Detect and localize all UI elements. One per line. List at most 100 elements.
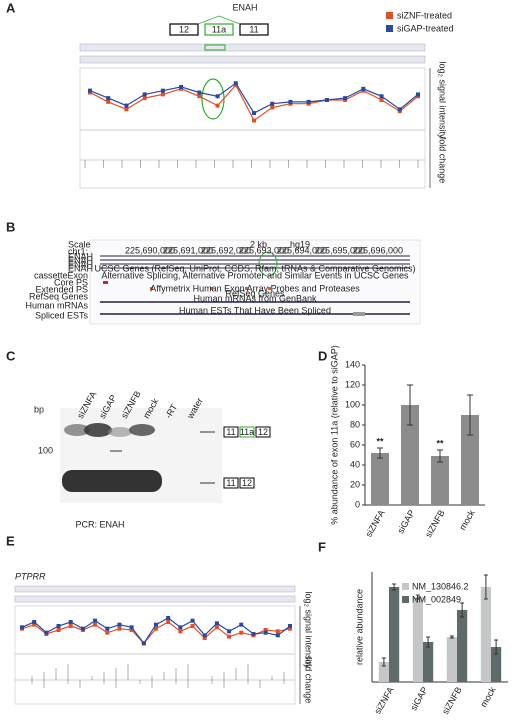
error-bar: [467, 394, 473, 436]
bar: [431, 456, 449, 505]
probe: [268, 287, 271, 290]
point: [80, 626, 85, 631]
genome-browser: [89, 239, 421, 325]
exon-label: 11a: [240, 427, 254, 437]
point: [416, 92, 420, 97]
band: [84, 423, 112, 437]
y-tick-label: 60: [350, 439, 360, 449]
point: [288, 99, 293, 104]
point: [202, 636, 207, 640]
point: [275, 629, 280, 634]
point: [32, 620, 37, 624]
error-bar: [494, 639, 499, 655]
exon-highlight: [204, 44, 226, 51]
band: [64, 424, 90, 436]
legend-swatch: [386, 25, 393, 32]
point: [270, 105, 275, 110]
point: [263, 628, 268, 632]
error-bar: [392, 583, 397, 591]
bar: [480, 587, 491, 682]
point: [361, 86, 366, 91]
assembly: hg19: [290, 239, 310, 249]
point: [166, 620, 171, 624]
point: [141, 641, 146, 646]
exon-label: 11: [249, 24, 258, 34]
track-name: ENAH: [68, 263, 93, 273]
error-bar: [437, 449, 443, 463]
plot-frame: [79, 129, 426, 189]
track-label: Spliced ESTs: [35, 310, 89, 320]
error-bar: [449, 635, 454, 639]
probe: [103, 281, 108, 284]
point: [154, 626, 158, 631]
probe: [245, 287, 248, 290]
exon-box: [239, 23, 269, 36]
point: [379, 98, 384, 102]
panel-label: D: [318, 348, 327, 363]
point: [270, 101, 275, 106]
band: [62, 470, 162, 492]
est-block: [353, 312, 365, 316]
point: [124, 107, 129, 112]
point: [106, 99, 111, 104]
exon-label: 12: [242, 478, 252, 488]
exon-label: 11a: [212, 24, 226, 34]
point: [227, 634, 232, 639]
y-tick-label: 80: [350, 419, 360, 429]
track-name: ENAH: [68, 259, 93, 269]
gel: [60, 408, 222, 503]
point: [379, 94, 384, 99]
point: [215, 94, 220, 99]
y-axis-label: % abundance of exon 11a (relative to siG…: [329, 345, 339, 524]
track-name: ENAH: [68, 251, 93, 261]
exon-label: 12: [258, 427, 268, 437]
series-line: [89, 82, 419, 114]
point: [214, 625, 219, 630]
point: [190, 618, 195, 623]
y-tick-label: 100: [345, 399, 360, 409]
track-label: RefSeq Genes: [29, 291, 89, 301]
point: [306, 99, 311, 104]
point: [88, 88, 92, 93]
error-bar: [415, 594, 420, 600]
point: [233, 81, 238, 86]
error-bar: [381, 657, 386, 667]
probe: [210, 287, 213, 290]
point: [275, 633, 280, 638]
point: [343, 96, 348, 101]
point: [190, 624, 195, 628]
point: [179, 84, 184, 89]
y-axis-label: relative abundance: [354, 589, 364, 665]
track-bar: [14, 595, 296, 603]
point: [32, 622, 37, 627]
legend-label: NM_002849: [412, 594, 461, 604]
x-tick-label: siZNFA: [372, 685, 395, 716]
browser-frame: [89, 239, 421, 325]
point: [227, 629, 232, 634]
bar: [423, 642, 434, 682]
caption: PCR: ENAH: [75, 519, 124, 529]
bar: [371, 453, 389, 505]
track-description: Affymetrix Human Exon Array Probes and P…: [150, 283, 360, 293]
track-description: RefSeq Genes: [225, 288, 285, 298]
bar: [491, 647, 502, 682]
point: [324, 98, 329, 102]
track-description: Human mRNAs from GenBank: [193, 293, 317, 303]
x-tick-label: mock: [478, 685, 498, 709]
track-bar: [14, 585, 296, 593]
point: [154, 622, 158, 627]
point: [252, 111, 256, 116]
point: [93, 618, 98, 623]
legend-swatch: [402, 583, 409, 590]
scale-kb: 2 kb: [250, 239, 267, 249]
point: [93, 622, 98, 627]
track-description: Human ESTs That Have Been Spliced: [179, 305, 331, 315]
point: [288, 624, 292, 628]
y-tick-label: 40: [350, 459, 360, 469]
point: [142, 96, 147, 101]
band: [129, 424, 155, 436]
panel-label: E: [6, 533, 15, 548]
legend-label: siZNF-treated: [397, 10, 452, 20]
point: [239, 622, 244, 627]
